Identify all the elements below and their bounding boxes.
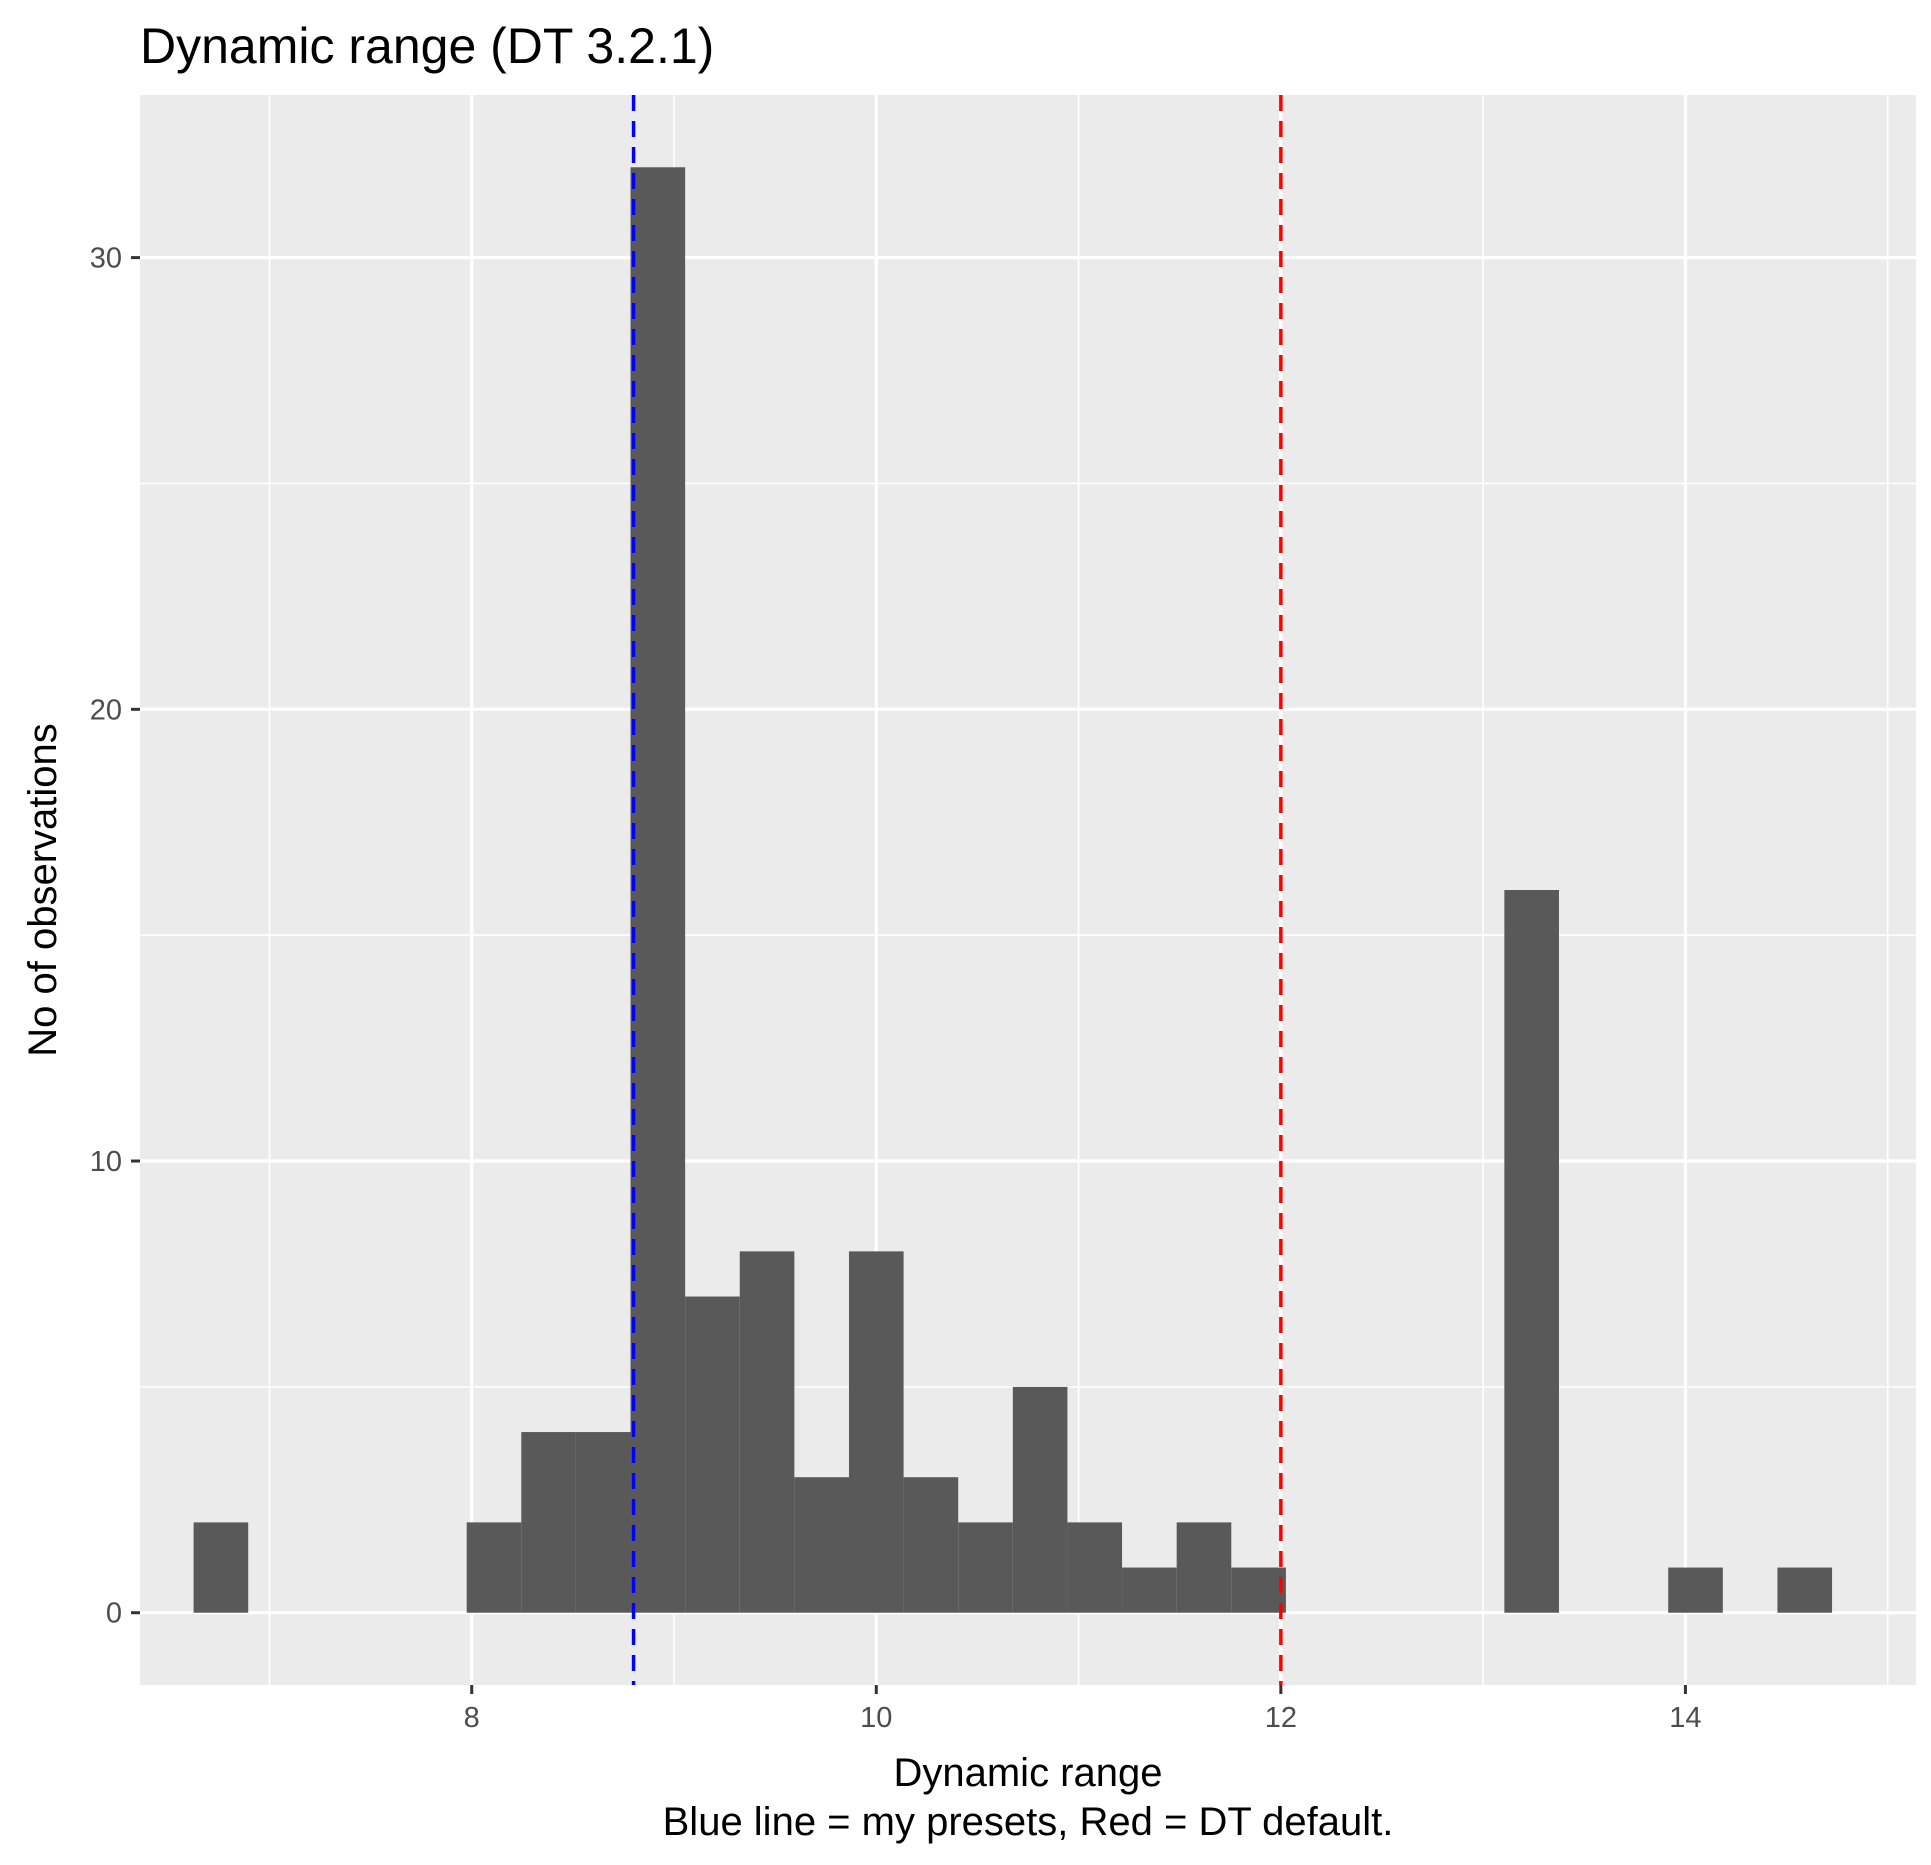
x-axis-title: Dynamic range (893, 1751, 1162, 1795)
histogram-bar (1122, 1567, 1177, 1613)
histogram-bar (521, 1432, 576, 1613)
histogram-bar (575, 1432, 631, 1613)
histogram-bar (848, 1251, 904, 1613)
histogram-bar (1504, 890, 1559, 1613)
histogram-bar (1176, 1522, 1232, 1613)
y-tick-label: 20 (90, 694, 122, 726)
histogram-bars (193, 167, 1833, 1613)
histogram-bar (1668, 1567, 1723, 1613)
histogram-bar (1777, 1567, 1833, 1613)
histogram-bar (958, 1522, 1013, 1613)
reference-lines (631, 95, 1283, 1685)
histogram-bar (685, 1296, 740, 1613)
x-axis: 8 10 12 14 (464, 1685, 1702, 1734)
histogram-bar (466, 1522, 522, 1613)
x-tick-label: 12 (1265, 1702, 1297, 1734)
histogram-bar (1067, 1522, 1123, 1613)
x-tick-label: 14 (1669, 1702, 1701, 1734)
histogram-bar (794, 1477, 849, 1613)
x-tick-label: 10 (860, 1702, 892, 1734)
y-tick-label: 0 (106, 1598, 122, 1630)
histogram-bar (193, 1522, 249, 1613)
histogram-bar (630, 167, 686, 1613)
histogram-bar (1012, 1386, 1068, 1613)
histogram-bar (739, 1251, 795, 1613)
y-tick-label: 30 (90, 243, 122, 275)
y-tick-label: 10 (90, 1146, 122, 1178)
x-tick-label: 8 (464, 1702, 480, 1734)
chart-caption: Blue line = my presets, Red = DT default… (663, 1800, 1394, 1844)
y-axis-title: No of observations (21, 723, 65, 1057)
y-axis: 0 10 20 30 (90, 243, 140, 1630)
histogram-bar (903, 1477, 959, 1613)
chart-title: Dynamic range (DT 3.2.1) (140, 18, 714, 74)
histogram-bar (1231, 1567, 1286, 1613)
